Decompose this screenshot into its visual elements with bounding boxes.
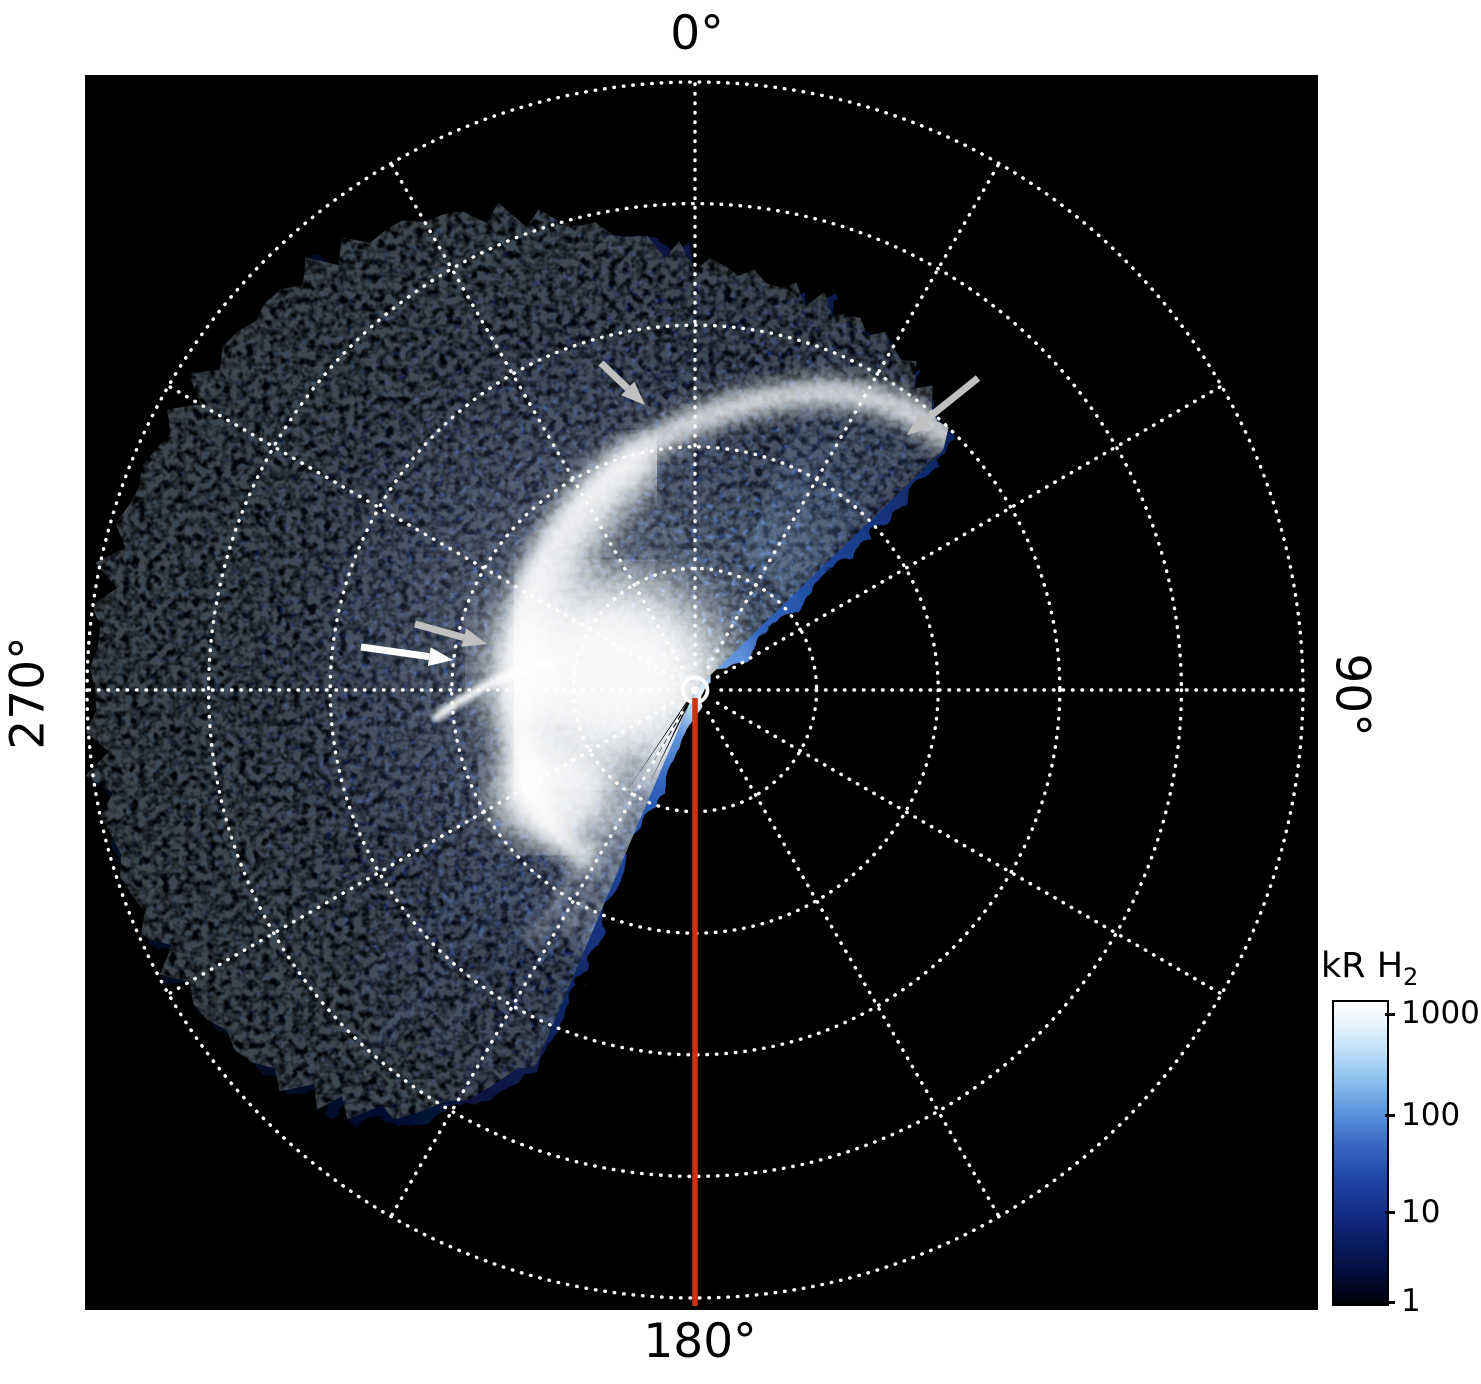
- colorbar-tick-mark: [1385, 1301, 1395, 1304]
- colorbar-title: kR H2: [1321, 946, 1418, 991]
- colorbar-tick-1: 1: [1401, 1283, 1421, 1319]
- angle-label-0: 0°: [670, 6, 724, 61]
- angle-label-270: 270°: [0, 636, 56, 750]
- colorbar-tick-mark: [1385, 1211, 1395, 1214]
- colorbar-title-subscript: 2: [1403, 963, 1419, 991]
- colorbar-tick-mark: [1385, 1114, 1395, 1117]
- colorbar-tick-mark: [1385, 1013, 1395, 1016]
- colorbar-title-text: kR H: [1321, 946, 1404, 986]
- colorbar-tick-100: 100: [1401, 1097, 1461, 1133]
- angle-label-90: 90°: [1324, 653, 1380, 737]
- angle-label-180: 180°: [643, 1314, 757, 1369]
- colorbar-tick-1000: 1000: [1401, 995, 1480, 1031]
- colorbar-gradient: [1332, 1000, 1389, 1306]
- colorbar-tick-10: 10: [1401, 1194, 1441, 1230]
- polar-aurora-plot: [85, 75, 1318, 1310]
